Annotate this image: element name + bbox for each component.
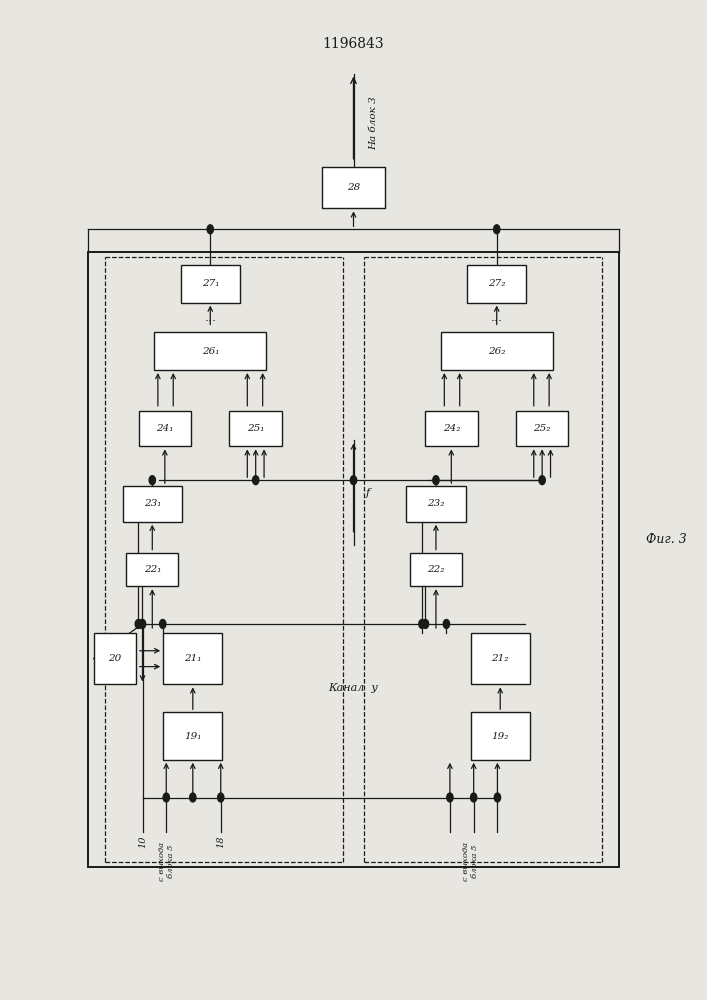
Circle shape [252, 476, 259, 485]
Bar [471, 712, 530, 760]
Circle shape [493, 225, 500, 234]
Text: 24₂: 24₂ [443, 424, 460, 433]
Text: 23₁: 23₁ [144, 499, 161, 508]
Circle shape [149, 476, 156, 485]
Bar [471, 633, 530, 684]
Circle shape [160, 619, 166, 628]
Circle shape [419, 619, 425, 628]
Circle shape [494, 793, 501, 802]
Circle shape [163, 793, 170, 802]
Text: 19₂: 19₂ [491, 732, 509, 741]
Circle shape [139, 619, 145, 628]
Text: Фиг. 3: Фиг. 3 [646, 533, 687, 546]
Text: На блок 3: На блок 3 [369, 96, 378, 150]
Bar [467, 265, 527, 303]
Text: ...: ... [204, 311, 216, 324]
Circle shape [351, 476, 356, 485]
Bar [154, 332, 266, 370]
Bar [230, 411, 282, 446]
Text: 24₁: 24₁ [156, 424, 173, 433]
Circle shape [443, 619, 450, 628]
Text: 20: 20 [108, 654, 121, 663]
Bar [88, 252, 619, 867]
Circle shape [422, 619, 428, 628]
Text: 21₂: 21₂ [491, 654, 509, 663]
Bar [441, 332, 553, 370]
Circle shape [135, 619, 141, 628]
Text: 27₂: 27₂ [488, 279, 506, 288]
Bar [122, 486, 182, 522]
Text: f: f [366, 488, 370, 498]
Circle shape [471, 793, 477, 802]
Bar [163, 712, 223, 760]
Circle shape [207, 225, 214, 234]
Text: 26₂: 26₂ [488, 347, 506, 356]
Circle shape [218, 793, 224, 802]
Circle shape [189, 793, 196, 802]
Text: 22₂: 22₂ [427, 565, 445, 574]
Text: 28: 28 [347, 183, 360, 192]
Circle shape [447, 793, 453, 802]
Circle shape [433, 476, 439, 485]
Circle shape [539, 476, 545, 485]
Bar [139, 411, 191, 446]
Bar [410, 553, 462, 586]
Text: ...: ... [491, 311, 503, 324]
Text: 25₁: 25₁ [247, 424, 264, 433]
Text: 19₁: 19₁ [184, 732, 201, 741]
Bar [425, 411, 477, 446]
Text: 18: 18 [216, 835, 226, 848]
Text: 27₁: 27₁ [201, 279, 219, 288]
Bar [407, 486, 466, 522]
Text: 1196843: 1196843 [322, 37, 385, 51]
Text: 22₁: 22₁ [144, 565, 161, 574]
Bar [516, 411, 568, 446]
Circle shape [139, 619, 146, 628]
Bar [126, 553, 178, 586]
Text: 10: 10 [138, 835, 147, 848]
Text: 26₁: 26₁ [201, 347, 219, 356]
Text: Канал  у: Канал у [329, 683, 378, 693]
Bar [180, 265, 240, 303]
Text: 25₂: 25₂ [534, 424, 551, 433]
Text: 23₂: 23₂ [427, 499, 445, 508]
Text: с выхода
блока 5: с выхода блока 5 [462, 842, 479, 881]
Bar [322, 167, 385, 208]
Text: 21₁: 21₁ [184, 654, 201, 663]
Bar [163, 633, 223, 684]
Text: с выхода
блока 5: с выхода блока 5 [158, 842, 175, 881]
Bar [93, 633, 136, 684]
